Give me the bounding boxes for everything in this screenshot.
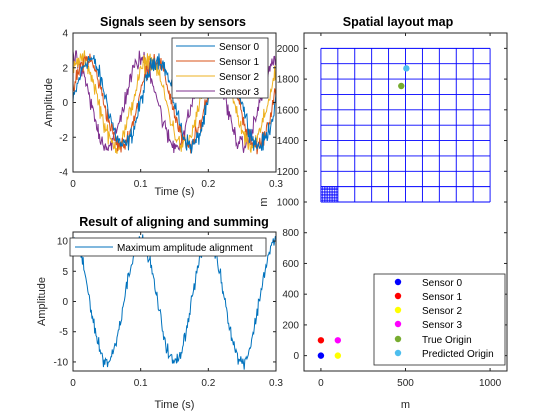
legend-marker-true-origin (394, 335, 402, 343)
map-subplot: Spatial layout map 0 500 1000 0 200 400 600 800… (258, 15, 508, 411)
signals-series-sensor-2 (72, 49, 277, 154)
legend-label-true-origin: True Origin (422, 335, 472, 346)
y-tick-label: 0 (293, 351, 299, 362)
legend-label-sensor-3: Sensor 3 (219, 87, 259, 98)
map-ticks: 0 500 1000 0 200 400 600 800 1000 1200 1400 1600 180… (277, 33, 507, 389)
map-fine-mesh (320, 186, 339, 203)
result-title: Result of aligning and summing (79, 215, 269, 229)
signals-title: Signals seen by sensors (100, 15, 246, 29)
signals-series-sensor-3 (72, 50, 277, 154)
x-tick-label: 0.3 (269, 378, 283, 389)
y-tick-label: 0 (62, 297, 68, 308)
y-tick-label: -10 (54, 357, 69, 368)
y-tick-label: 2 (62, 63, 68, 74)
x-tick-label: 0.2 (201, 378, 215, 389)
map-point-predicted-origin (403, 65, 410, 72)
x-tick-label: 0 (318, 378, 324, 389)
signals-series-sensor-1 (72, 53, 277, 155)
signals-legend-box (171, 37, 269, 99)
legend-marker-sensor-2 (394, 306, 402, 314)
y-tick-label: 1200 (277, 167, 300, 178)
map-grid-mesh (320, 47, 491, 203)
result-series-maximum-amplitude-alignment (72, 234, 277, 370)
map-point-sensor-0 (317, 352, 325, 359)
x-tick-label: 0 (70, 179, 76, 190)
result-series (72, 234, 277, 370)
signals-xlabel: Time (s) (155, 186, 195, 198)
y-tick-label: -5 (59, 327, 68, 338)
result-ticks: 0 0.1 0.2 0.3 -10 -5 0 5 10 (54, 232, 283, 389)
y-tick-label: 1600 (277, 105, 300, 116)
legend-label-maximum-amplitude-alignment: Maximum amplitude alignment (117, 243, 253, 254)
signals-legend: Sensor 0 Sensor 1 Sensor 2 Sensor 3 (171, 37, 269, 99)
signals-ticks: 0 0.1 0.2 0.3 -4 -2 0 2 4 (59, 29, 283, 191)
y-tick-label: 4 (62, 29, 68, 40)
x-tick-label: 0.3 (269, 179, 283, 190)
legend-marker-sensor-3 (394, 320, 402, 328)
map-point-sensor-1 (317, 337, 325, 344)
map-xlabel: m (401, 399, 410, 411)
x-tick-label: 0 (70, 378, 76, 389)
legend-label-map-sensor-0: Sensor 0 (422, 278, 462, 289)
legend-label-sensor-0: Sensor 0 (219, 42, 259, 53)
map-legend-box (373, 273, 506, 366)
result-legend: Maximum amplitude alignment (69, 237, 267, 257)
y-tick-label: -4 (59, 168, 68, 179)
legend-marker-sensor-1 (394, 292, 402, 300)
legend-label-predicted-origin: Predicted Origin (422, 349, 494, 360)
legend-marker-sensor-0 (394, 278, 402, 286)
legend-label-map-sensor-1: Sensor 1 (422, 292, 462, 303)
map-title: Spatial layout map (343, 15, 454, 29)
y-tick-label: 10 (57, 237, 69, 248)
map-point-true-origin (398, 82, 405, 90)
y-tick-label: 200 (282, 320, 299, 331)
map-point-sensor-2 (334, 352, 342, 359)
signals-series-sensor-0 (72, 50, 277, 154)
signals-series (72, 49, 277, 155)
signals-subplot: Signals seen by sensors 0 0.1 0.2 0.3 -4 -2 0 2… (43, 15, 283, 198)
y-tick-label: -2 (59, 133, 68, 144)
result-ylabel: Amplitude (36, 277, 48, 326)
y-tick-label: 5 (62, 267, 68, 278)
result-xlabel: Time (s) (155, 399, 195, 411)
legend-marker-predicted-origin (394, 349, 402, 357)
y-tick-label: 1800 (277, 75, 300, 86)
legend-label-sensor-2: Sensor 2 (219, 72, 259, 83)
signals-ylabel: Amplitude (43, 78, 55, 127)
legend-label-sensor-1: Sensor 1 (219, 57, 259, 68)
result-legend-box (69, 237, 267, 257)
y-tick-label: 0 (62, 98, 68, 109)
legend-label-map-sensor-3: Sensor 3 (422, 320, 462, 331)
x-tick-label: 0.1 (134, 378, 148, 389)
y-tick-label: 1400 (277, 136, 300, 147)
x-tick-label: 0.2 (201, 179, 215, 190)
map-point-sensor-3 (334, 337, 342, 344)
legend-label-map-sensor-2: Sensor 2 (422, 306, 462, 317)
result-subplot: Result of aligning and summing 0 0.1 0.2 0.… (36, 215, 283, 411)
y-tick-label: 2000 (277, 44, 300, 55)
map-points (317, 65, 410, 359)
map-ylabel: m (258, 197, 270, 206)
y-tick-label: 600 (282, 259, 299, 270)
y-tick-label: 800 (282, 228, 299, 239)
x-tick-label: 1000 (479, 378, 502, 389)
x-tick-label: 500 (397, 378, 414, 389)
map-legend: Sensor 0 Sensor 1 Sensor 2 Sensor 3 True… (373, 273, 506, 366)
y-tick-label: 400 (282, 290, 299, 301)
y-tick-label: 1000 (277, 198, 300, 209)
x-tick-label: 0.1 (134, 179, 148, 190)
